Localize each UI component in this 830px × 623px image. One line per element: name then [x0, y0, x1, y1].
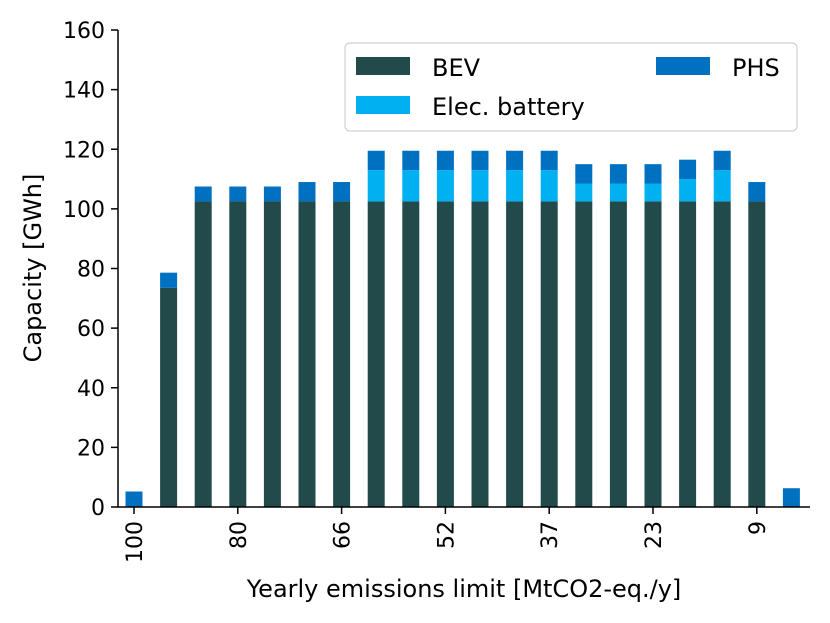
bar-segment-phs-8 — [402, 150, 420, 171]
y-tick-label: 80 — [77, 258, 105, 283]
bar-segment-bev-11 — [506, 201, 524, 508]
legend: BEV Elec. battery PHS — [344, 42, 798, 132]
bar-segment-phs-17 — [713, 150, 731, 171]
x-tick-label: 80 — [227, 521, 252, 549]
bar-segment-bev-15 — [644, 201, 662, 508]
y-tick-label: 40 — [77, 377, 105, 402]
bar-segment-bev-9 — [436, 201, 454, 508]
bar-segment-phs-0 — [125, 491, 143, 507]
bar-segment-bev-16 — [679, 201, 697, 508]
legend-swatch-phs — [656, 57, 710, 75]
y-tick-label: 120 — [63, 138, 105, 163]
bar-segment-elec-battery-9 — [436, 170, 454, 202]
bar-segment-bev-17 — [713, 201, 731, 508]
bars-layer — [125, 150, 800, 508]
bar-segment-phs-4 — [263, 186, 281, 202]
bar-segment-phs-3 — [229, 186, 247, 202]
bar-segment-elec-battery-8 — [402, 170, 420, 202]
bar-segment-elec-battery-17 — [713, 170, 731, 202]
bar-segment-elec-battery-15 — [644, 183, 662, 202]
legend-swatch-elec-battery — [356, 96, 410, 114]
x-tick-label: 9 — [746, 521, 771, 535]
bar-segment-elec-battery-11 — [506, 170, 524, 202]
bar-segment-phs-1 — [160, 272, 178, 288]
bar-segment-elec-battery-14 — [609, 183, 627, 202]
bar-segment-bev-10 — [471, 201, 489, 508]
bar-segment-bev-14 — [609, 201, 627, 508]
x-tick-label: 100 — [123, 521, 148, 563]
y-ticks: 0 20 40 60 80 100 120 140 160 — [63, 19, 118, 521]
bar-segment-phs-11 — [506, 150, 524, 171]
bar-segment-bev-3 — [229, 201, 247, 508]
bar-segment-bev-5 — [298, 201, 316, 508]
bar-segment-bev-13 — [575, 201, 593, 508]
bar-segment-elec-battery-16 — [679, 179, 697, 202]
y-tick-label: 60 — [77, 317, 105, 342]
legend-label: Elec. battery — [432, 93, 585, 121]
bar-segment-elec-battery-12 — [540, 170, 558, 202]
bar-segment-phs-7 — [367, 150, 385, 171]
bar-segment-phs-19 — [782, 488, 800, 507]
bar-segment-phs-9 — [436, 150, 454, 171]
bar-segment-phs-14 — [609, 164, 627, 184]
bar-segment-elec-battery-7 — [367, 170, 385, 202]
bar-segment-bev-8 — [402, 201, 420, 508]
y-tick-label: 140 — [63, 79, 105, 104]
y-axis-title: Capacity [GWh] — [19, 174, 47, 363]
bar-segment-phs-15 — [644, 164, 662, 184]
bar-segment-bev-6 — [333, 201, 351, 508]
bar-segment-elec-battery-13 — [575, 183, 593, 202]
bar-segment-phs-5 — [298, 182, 316, 202]
x-tick-label: 52 — [434, 521, 459, 549]
bar-segment-bev-7 — [367, 201, 385, 508]
bar-segment-phs-10 — [471, 150, 489, 171]
x-axis-title: Yearly emissions limit [MtCO2-eq./y] — [246, 575, 682, 603]
bar-segment-phs-13 — [575, 164, 593, 184]
y-tick-label: 160 — [63, 19, 105, 44]
bar-segment-bev-2 — [194, 201, 212, 508]
bar-segment-phs-12 — [540, 150, 558, 171]
bar-segment-elec-battery-10 — [471, 170, 489, 202]
legend-label: BEV — [432, 54, 481, 82]
legend-label: PHS — [732, 54, 780, 82]
bar-segment-bev-18 — [748, 201, 766, 508]
x-tick-label: 66 — [331, 521, 356, 549]
x-tick-label: 23 — [642, 521, 667, 549]
y-tick-label: 100 — [63, 198, 105, 223]
bar-segment-phs-2 — [194, 186, 212, 202]
legend-swatch-bev — [356, 57, 410, 75]
bar-segment-bev-4 — [263, 201, 281, 508]
bar-segment-bev-12 — [540, 201, 558, 508]
x-tick-label: 37 — [538, 521, 563, 549]
bar-segment-phs-16 — [679, 159, 697, 180]
y-tick-label: 0 — [91, 496, 105, 521]
bar-segment-bev-1 — [160, 287, 178, 507]
bar-segment-phs-18 — [748, 182, 766, 202]
y-tick-label: 20 — [77, 436, 105, 461]
x-ticks: 100 80 66 52 37 23 9 — [123, 507, 771, 563]
bar-segment-phs-6 — [333, 182, 351, 202]
